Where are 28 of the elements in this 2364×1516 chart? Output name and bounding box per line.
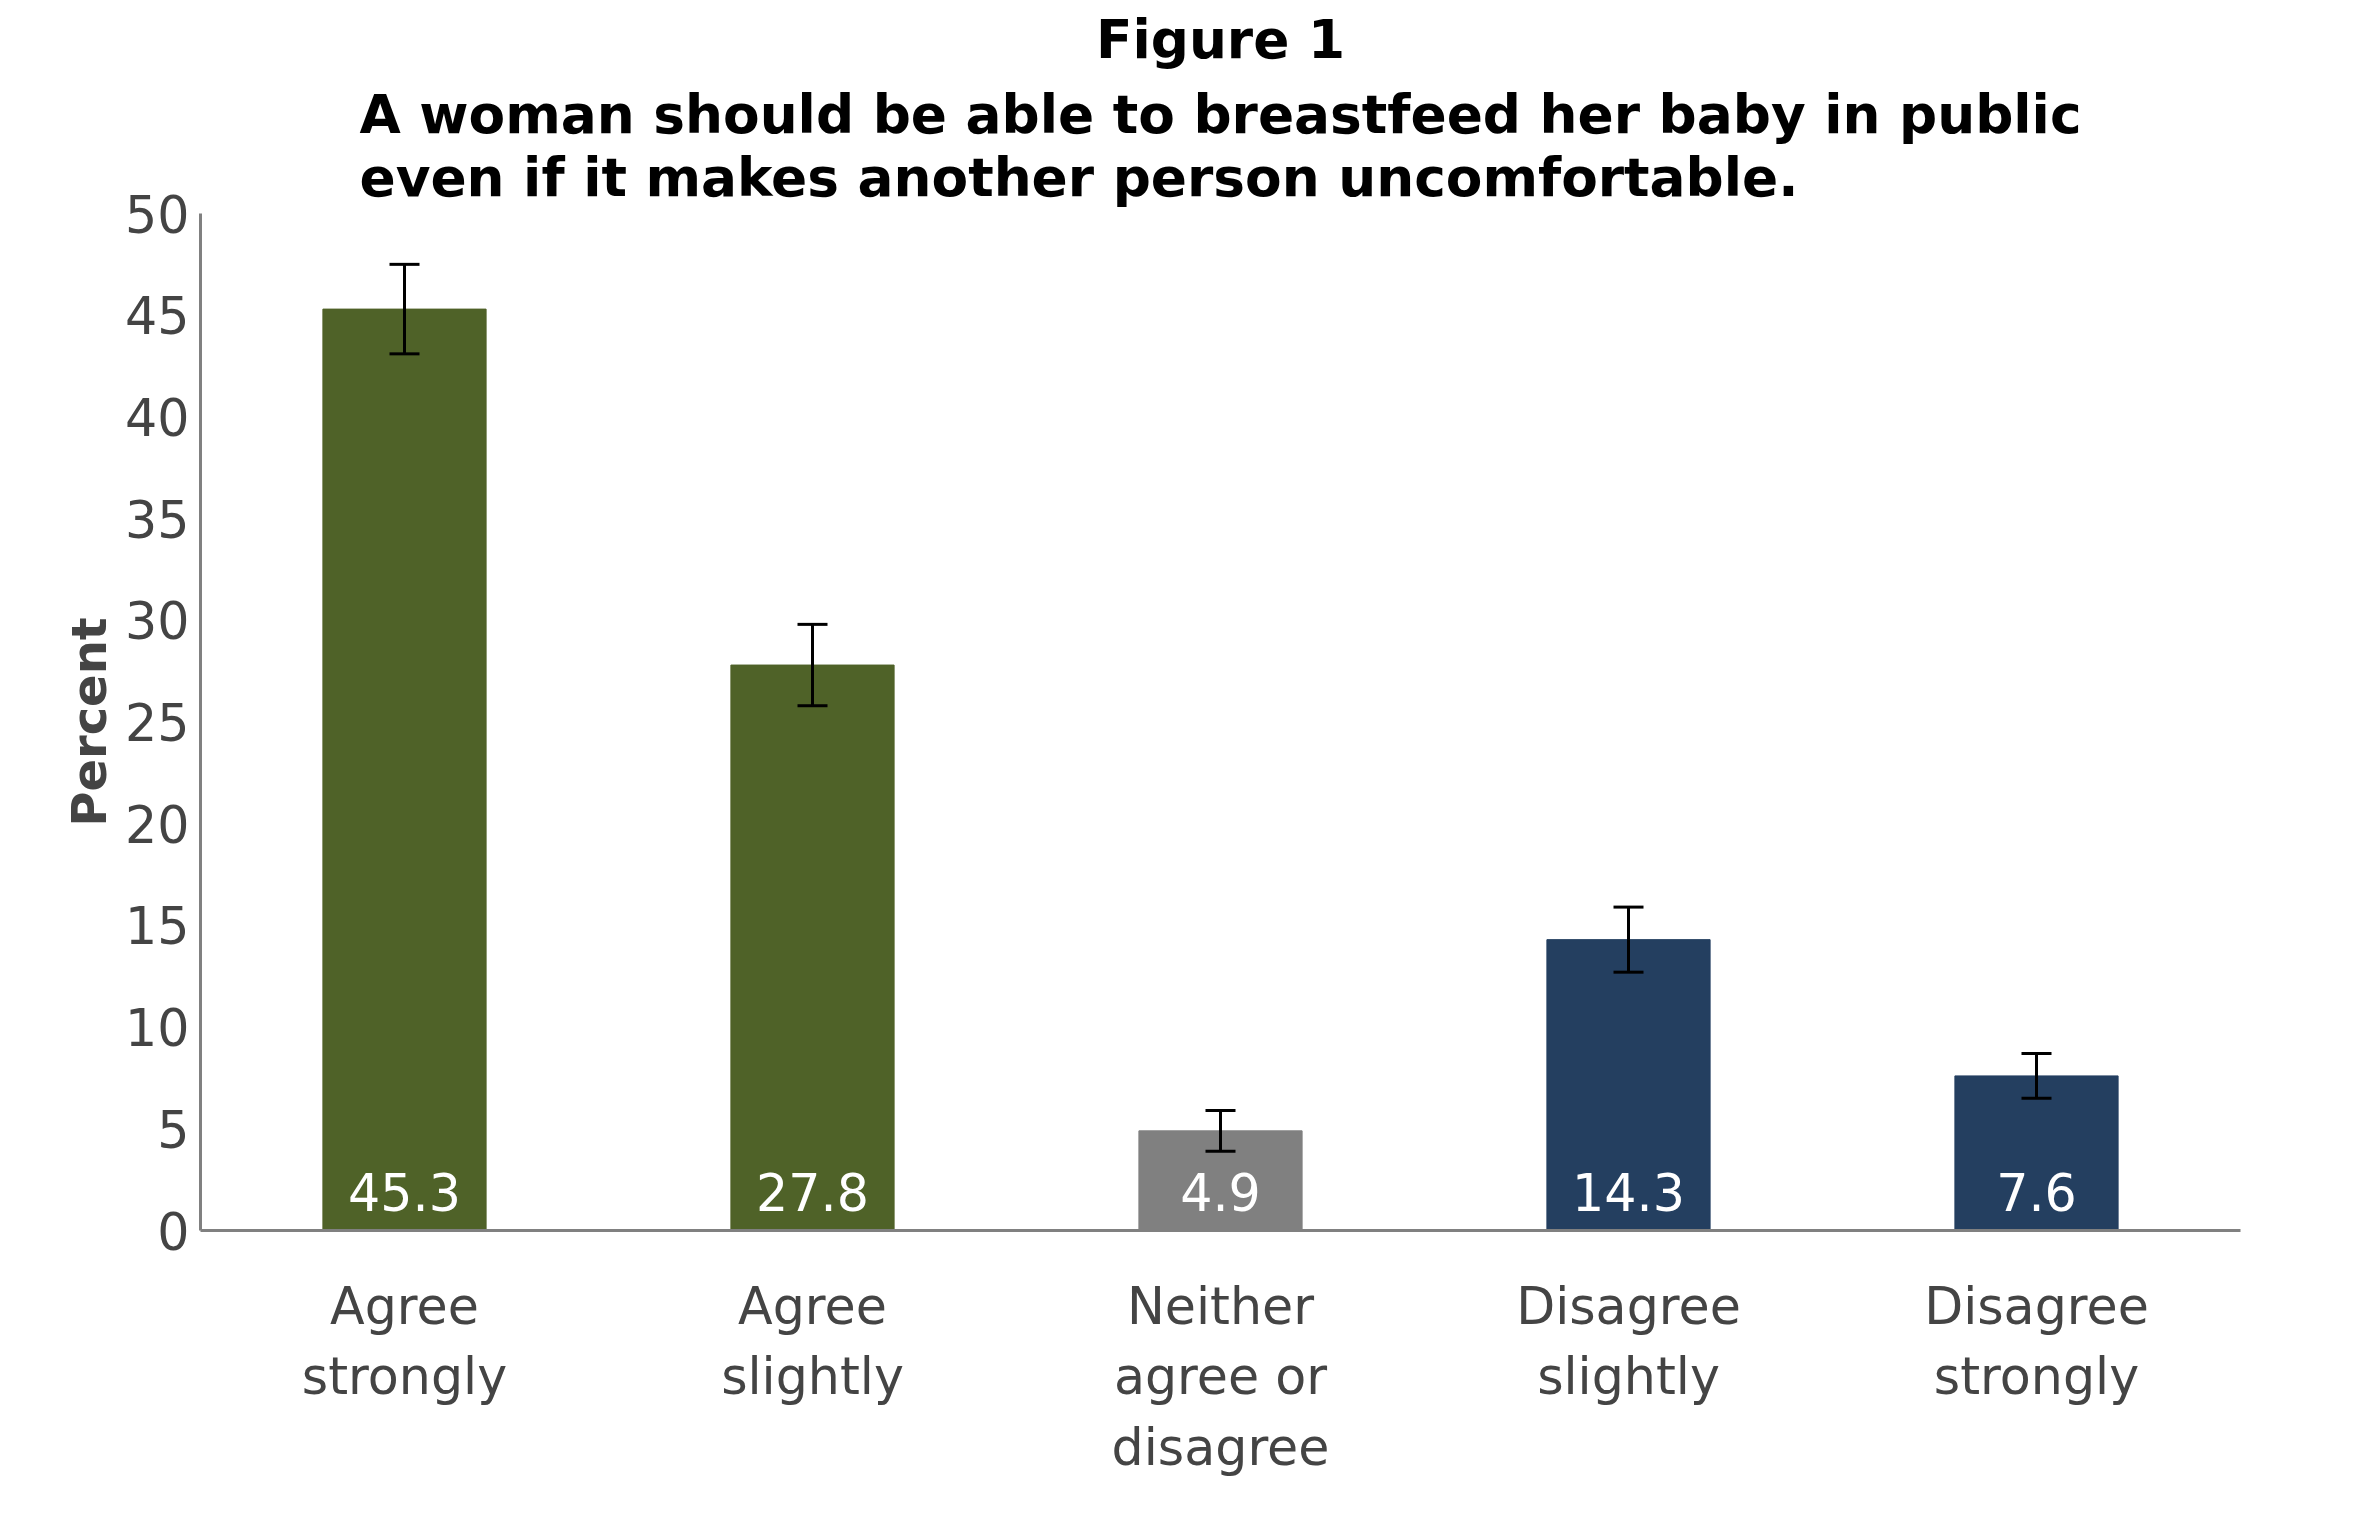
- bar: [1546, 939, 1711, 1231]
- y-tick-label: 25: [125, 694, 190, 753]
- x-tick-label: Disagree strongly: [1924, 1276, 2149, 1407]
- y-tick-label: 30: [125, 592, 190, 652]
- data-label: 14.3: [1572, 1163, 1685, 1223]
- x-tick-label: Agree strongly: [301, 1276, 508, 1407]
- x-tick-label: Neither agree or disagree: [1111, 1276, 1330, 1478]
- bar: [322, 308, 487, 1231]
- data-label: 27.8: [756, 1163, 869, 1223]
- y-tick-label: 5: [157, 1100, 190, 1160]
- y-tick-label: 45: [125, 287, 190, 347]
- y-tick-label: 40: [125, 388, 190, 448]
- y-tick-label: 35: [125, 490, 190, 550]
- chart-title: Figure 1: [1096, 7, 1346, 71]
- chart-subtitle: A woman should be able to breastfeed her baby in public even if it makes another person uncomfortable.: [359, 82, 2082, 209]
- y-tick-label: 50: [125, 185, 190, 245]
- y-tick-label: 20: [125, 795, 190, 855]
- x-tick-label: Agree slightly: [721, 1276, 904, 1407]
- x-tick-label: Disagree slightly: [1516, 1276, 1741, 1407]
- y-tick-label: 0: [157, 1202, 190, 1262]
- y-axis-title: Percent: [61, 617, 118, 827]
- y-tick-label: 15: [125, 897, 190, 957]
- data-label: 4.9: [1180, 1163, 1261, 1223]
- bar: [1954, 1075, 2119, 1231]
- y-tick-label: 10: [125, 999, 190, 1059]
- bar: [730, 664, 895, 1231]
- data-label: 7.6: [1996, 1163, 2077, 1223]
- data-label: 45.3: [348, 1163, 461, 1223]
